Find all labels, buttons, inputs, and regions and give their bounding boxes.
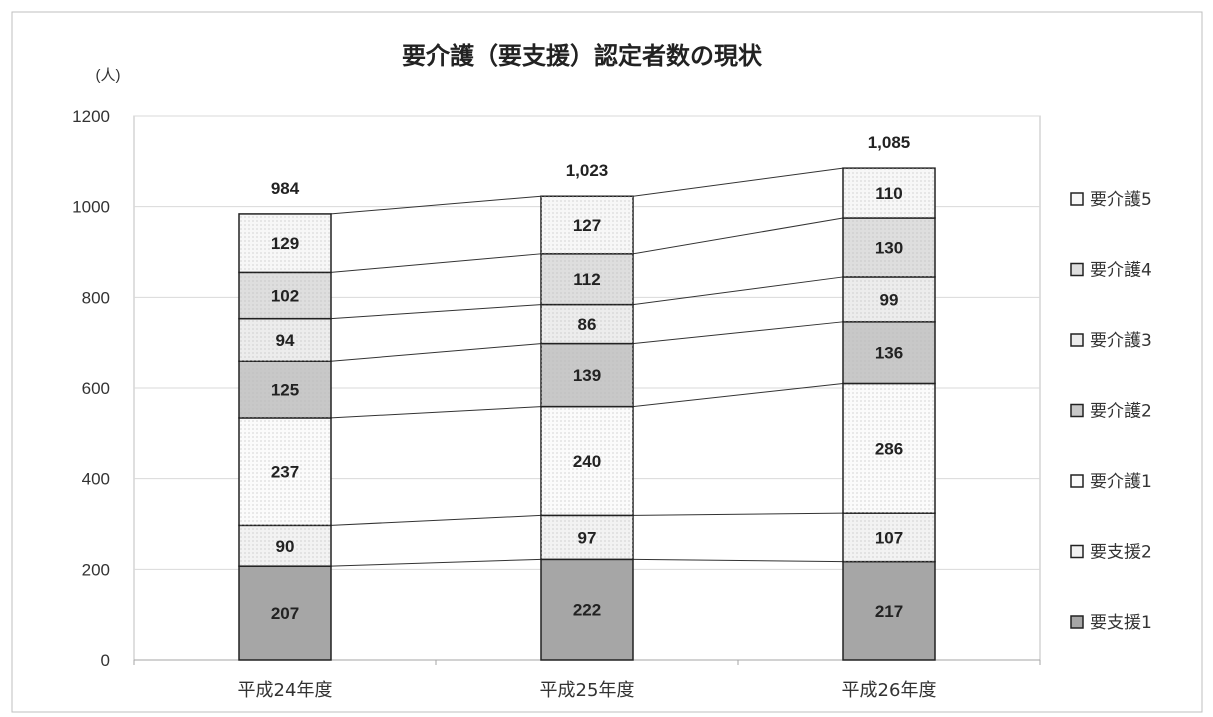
segment-value-label: 217	[875, 602, 903, 621]
series-connector-line	[632, 276, 844, 306]
chart-title: 要介護（要支援）認定者数の現状	[402, 42, 763, 70]
series-connector-line	[330, 558, 542, 567]
legend-item-label: 要支援2	[1090, 543, 1152, 563]
bar-segment-texture	[541, 343, 633, 407]
y-axis-unit-label: (人)	[96, 67, 121, 84]
bar-segment-texture	[239, 272, 331, 319]
segment-value-label: 107	[875, 528, 903, 547]
segment-value-label: 110	[875, 184, 902, 203]
series-connector-line	[632, 382, 844, 408]
series-connector-line	[330, 304, 542, 320]
y-tick-label: 1200	[72, 107, 110, 126]
segment-value-label: 94	[276, 331, 295, 350]
y-tick-label: 200	[82, 560, 110, 579]
series-connector-line	[330, 514, 542, 526]
segment-value-label: 90	[276, 537, 295, 556]
segment-value-label: 130	[875, 238, 903, 257]
y-tick-label: 1000	[72, 198, 110, 217]
bar-segment-texture	[239, 525, 331, 567]
bar-total-label: 1,085	[868, 133, 911, 152]
bar-segment-texture	[239, 417, 331, 526]
legend-item-label: 要支援1	[1090, 613, 1152, 633]
bar-segment-texture	[239, 361, 331, 418]
total-labels: 984 1,023 1,085	[271, 133, 910, 198]
legend-item-label: 要介護3	[1090, 331, 1152, 351]
legend-item-label: 要介護2	[1090, 402, 1152, 422]
segment-value-label: 125	[271, 381, 299, 400]
legend-swatch	[1070, 403, 1084, 418]
bar-segment-texture	[843, 168, 935, 218]
segment-value-label: 102	[271, 287, 299, 306]
segment-value-label: 136	[875, 344, 903, 363]
bar-segment-texture	[541, 406, 633, 516]
bar-segment-texture	[541, 304, 633, 344]
segment-value-label: 286	[875, 439, 903, 458]
segment-value-label: 240	[573, 452, 601, 471]
legend-swatch	[1070, 544, 1084, 559]
x-axis-categories: 平成24年度 平成25年度 平成26年度	[238, 680, 937, 701]
bars-group	[238, 167, 936, 661]
segment-value-label: 129	[271, 234, 299, 253]
series-connector-line	[632, 321, 844, 345]
series-connector-line	[632, 167, 844, 197]
bar-segment-texture	[843, 321, 935, 384]
y-tick-label: 800	[82, 288, 110, 307]
segment-value-label: 127	[573, 216, 601, 235]
legend-swatch	[1070, 262, 1084, 277]
segment-value-label: 139	[573, 366, 601, 385]
y-tick-label: 400	[82, 470, 110, 489]
x-category-label: 平成25年度	[540, 680, 635, 701]
legend-swatch	[1070, 333, 1084, 347]
bar-total-label: 984	[271, 179, 300, 198]
series-connector-line	[632, 558, 844, 563]
x-category-label: 平成24年度	[238, 680, 333, 701]
segment-value-label: 207	[271, 604, 299, 623]
bar-segment-texture	[843, 513, 935, 562]
x-category-label: 平成26年度	[842, 680, 937, 701]
segment-value-label: 99	[880, 290, 899, 309]
series-connector-line	[632, 512, 844, 516]
bar-segment	[540, 558, 634, 661]
series-connector-line	[330, 406, 542, 419]
segment-value-label: 97	[578, 528, 597, 547]
series-connector-line	[330, 343, 542, 362]
legend-item-label: 要介護1	[1090, 472, 1152, 492]
segment-value-label: 222	[573, 601, 601, 620]
bar-segment-texture	[541, 253, 633, 305]
bar-segment-texture	[843, 218, 935, 277]
series-connector-line	[330, 253, 542, 273]
legend-item-label: 要介護5	[1090, 190, 1152, 210]
legend-swatch	[1070, 615, 1084, 629]
legend: 要介護5 要介護4 要介護3 要介護2 要介護1 要支援2 要支援1	[1070, 190, 1152, 633]
bar-total-label: 1,023	[566, 161, 609, 180]
legend-swatch	[1070, 474, 1084, 488]
segment-value-label: 112	[573, 270, 600, 289]
series-connector-line	[330, 195, 542, 215]
series-connector-line	[632, 217, 844, 255]
y-axis-ticks: 0 200 400 600 800 1000 1200	[72, 107, 110, 670]
bar-segment-texture	[239, 318, 331, 362]
legend-item-label: 要介護4	[1090, 261, 1152, 281]
bar-segment	[842, 560, 936, 661]
bar-segment-texture	[541, 515, 633, 560]
bar-segment-texture	[843, 383, 935, 514]
segment-value-label: 237	[271, 463, 299, 482]
series-connector-lines	[330, 167, 844, 567]
bar-segment-texture	[843, 276, 935, 322]
segment-labels: 207 222 217 90 97 107 237 240 286 125 139 136 94 86 99…	[271, 184, 903, 623]
bar-segment-texture	[541, 196, 633, 254]
segment-value-label: 86	[578, 315, 597, 334]
bar-segment-texture	[239, 213, 331, 273]
y-tick-label: 600	[82, 379, 110, 398]
y-tick-label: 0	[101, 651, 110, 670]
legend-swatch	[1070, 192, 1084, 206]
